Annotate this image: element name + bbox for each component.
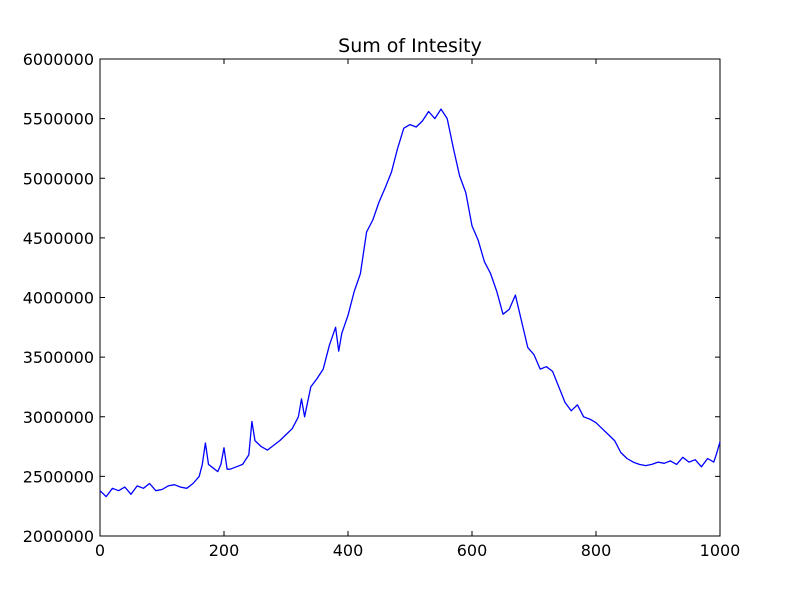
y-tick-label: 6000000 bbox=[23, 50, 94, 69]
x-tick-label: 600 bbox=[457, 541, 488, 560]
y-tick-label: 4000000 bbox=[23, 289, 94, 308]
y-tick-label: 5500000 bbox=[23, 110, 94, 129]
x-tick-label: 0 bbox=[95, 541, 105, 560]
y-tick-label: 3000000 bbox=[23, 408, 94, 427]
x-tick-label: 1000 bbox=[700, 541, 741, 560]
y-tick-label: 2000000 bbox=[23, 527, 94, 546]
x-tick-label: 200 bbox=[209, 541, 240, 560]
y-tick-label: 2500000 bbox=[23, 467, 94, 486]
x-tick-label: 400 bbox=[333, 541, 364, 560]
axis-ticks: 0 200 400 600 800 1000 2000000 2500000 3000000 35… bbox=[23, 50, 741, 560]
y-tick-label: 3500000 bbox=[23, 348, 94, 367]
series-line bbox=[99, 108, 721, 498]
x-tick-label: 800 bbox=[581, 541, 612, 560]
chart-title: Sum of Intesity bbox=[338, 35, 482, 57]
plot-area-frame bbox=[99, 58, 721, 537]
y-tick-label: 5000000 bbox=[23, 169, 94, 188]
y-tick-label: 4500000 bbox=[23, 229, 94, 248]
series-layer bbox=[99, 108, 721, 498]
